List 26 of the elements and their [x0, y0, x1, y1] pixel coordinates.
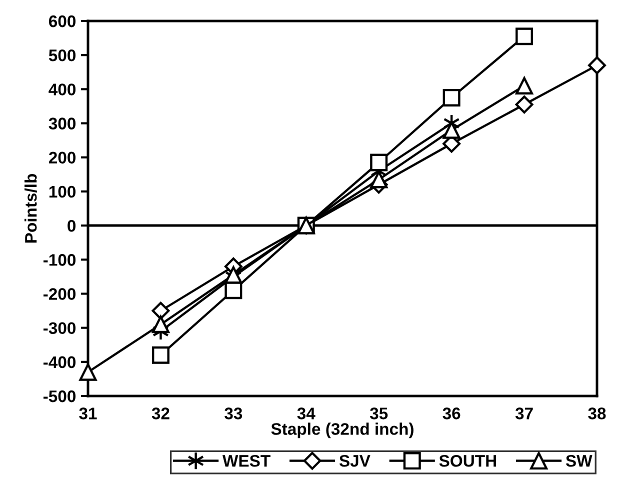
x-axis-title: Staple (32nd inch): [271, 422, 414, 438]
y-tick-label: 300: [48, 118, 76, 130]
legend-label: SJV: [339, 454, 370, 467]
x-tick-label: 33: [224, 408, 242, 420]
y-tick-label: -300: [43, 322, 76, 334]
y-tick-label: -100: [43, 254, 76, 266]
y-tick-label: 200: [48, 152, 76, 164]
legend-label: WEST: [222, 454, 270, 467]
legend-label: SOUTH: [439, 454, 496, 467]
y-tick-label: 500: [48, 49, 76, 62]
x-tick-label: 37: [515, 408, 533, 420]
y-tick-label: -500: [43, 390, 76, 402]
x-tick-label: 36: [442, 408, 460, 420]
x-tick-label: 31: [79, 408, 97, 420]
x-tick-label: 32: [152, 408, 170, 420]
y-tick-label: 400: [48, 84, 76, 96]
x-tick-label: 38: [588, 408, 606, 420]
x-tick-label: 34: [297, 408, 316, 420]
legend-label: SW: [566, 454, 592, 467]
y-tick-label: -400: [43, 356, 76, 368]
y-tick-label: -200: [43, 288, 76, 300]
y-tick-label: 0: [68, 220, 76, 232]
y-axis-title: Points/lb: [24, 174, 37, 243]
y-tick-label: 100: [49, 186, 76, 198]
x-tick-label: 35: [370, 408, 388, 420]
y-tick-label: 600: [49, 15, 76, 28]
